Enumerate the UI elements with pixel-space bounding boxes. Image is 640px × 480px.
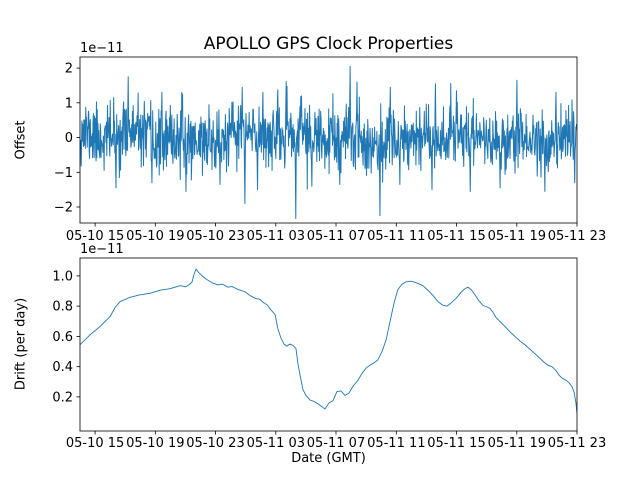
chart-title: APOLLO GPS Clock Properties: [203, 34, 454, 54]
drift-y-axis-label: Drift (per day): [13, 297, 29, 391]
y-tick-label: 0: [65, 131, 73, 146]
y-tick-label: 1.0: [52, 269, 73, 284]
drift-series-line: [80, 268, 577, 414]
y-tick-label: 0.8: [52, 300, 73, 315]
x-tick-label: 05-11 23: [548, 436, 606, 451]
drift-plot-frame: [79, 257, 578, 432]
x-tick-label: 05-10 23: [186, 229, 244, 244]
x-tick-label: 05-10 19: [126, 436, 184, 451]
x-tick-label: 05-10 23: [186, 436, 244, 451]
x-tick-label: 05-10 15: [66, 436, 124, 451]
x-tick-label: 05-11 23: [548, 229, 606, 244]
y-tick-label: 0.2: [52, 390, 73, 405]
y-tick-label: −2: [54, 201, 73, 216]
y-tick-label: 0.6: [52, 330, 73, 345]
offset-axis-exponent-label: 1e−11: [80, 41, 124, 56]
x-tick-label: 05-11 19: [488, 436, 546, 451]
x-axis-label: Date (GMT): [291, 451, 366, 466]
drift-axis-exponent-label: 1e−11: [80, 242, 124, 257]
x-tick-label: 05-11 15: [427, 229, 485, 244]
x-tick-label: 05-11 11: [367, 436, 425, 451]
offset-plot-frame: [79, 56, 578, 224]
x-tick-label: 05-11 03: [247, 229, 305, 244]
y-tick-label: 2: [65, 62, 73, 77]
x-tick-label: 05-11 07: [307, 229, 365, 244]
y-tick-label: 0.4: [52, 360, 73, 375]
x-tick-label: 05-11 03: [247, 436, 305, 451]
x-tick-label: 05-11 19: [488, 229, 546, 244]
offset-y-axis-label: Offset: [13, 120, 29, 160]
y-tick-label: −1: [54, 166, 73, 181]
x-tick-label: 05-11 11: [367, 229, 425, 244]
offset-series-line: [80, 65, 577, 219]
y-tick-label: 1: [65, 96, 73, 111]
x-tick-label: 05-11 07: [307, 436, 365, 451]
x-tick-label: 05-10 19: [126, 229, 184, 244]
x-tick-label: 05-10 15: [66, 229, 124, 244]
x-tick-label: 05-11 15: [427, 436, 485, 451]
